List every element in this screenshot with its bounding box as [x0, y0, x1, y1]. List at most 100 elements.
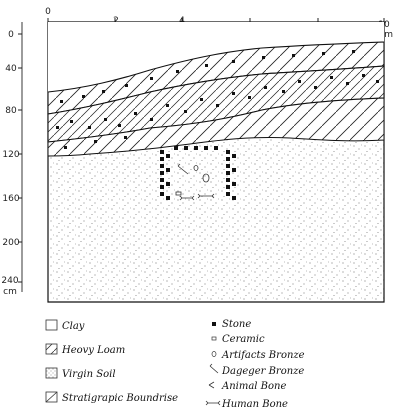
grave-wall-left: [160, 150, 170, 200]
stone-icon: [160, 157, 164, 161]
y-tick-label: 80: [5, 106, 17, 116]
legend-label: Artifacts Bronze: [221, 350, 305, 361]
legend-finds: Stone Ceramic Artifacts Bronze Dageger B…: [205, 319, 305, 410]
virgin-soil-swatch: [45, 367, 58, 379]
legend-item-ceramic: Ceramic: [211, 334, 265, 345]
human-bone-icon: [179, 195, 195, 201]
legend-label: Stratigrapic Boundrise: [62, 393, 178, 404]
legend-item-animal-bone: Animal Bone: [208, 381, 286, 392]
stone-icon: [166, 168, 170, 172]
stone-icon: [160, 171, 164, 175]
legend-label: Animal Bone: [221, 381, 286, 392]
stone-icon: [204, 146, 208, 150]
y-tick: 200: [2, 238, 22, 248]
legend-item-dagger-bronze: Dageger Bronze: [209, 363, 304, 377]
stone-icon: [64, 146, 67, 149]
stone-icon: [102, 90, 105, 93]
ceramic-icon: [175, 191, 182, 196]
stone-icon: [314, 86, 317, 89]
y-tick-label: 160: [2, 194, 19, 204]
stratigraphic-boundary-zone: [47, 97, 385, 157]
legend-materials: Clay Heovy Loam Virgin Soil Stratigrapic…: [45, 319, 178, 404]
y-tick: 240: [1, 276, 22, 286]
stone-icon: [166, 154, 170, 158]
grave-contents: [175, 163, 215, 201]
stone-icon: [282, 90, 285, 93]
stone-icon: [232, 92, 235, 95]
dagger-bronze-icon: [177, 163, 189, 175]
y-tick: 80: [5, 106, 22, 116]
x-axis-unit: m: [384, 30, 393, 40]
stone-icon: [176, 70, 179, 73]
ceramic-icon: [211, 336, 217, 341]
grave-wall-top: [174, 146, 218, 150]
stone-icon: [226, 185, 230, 189]
artifact-bronze-icon: [211, 351, 217, 357]
stone-icon: [56, 126, 59, 129]
ceramic-icon: [202, 173, 210, 183]
heavy-loam-swatch: [45, 343, 58, 355]
human-bone-icon: [205, 400, 221, 406]
stone-icon: [376, 80, 379, 83]
y-tick: 160: [2, 194, 22, 204]
legend-label: Ceramic: [222, 334, 265, 345]
stone-icon: [216, 104, 219, 107]
stone-icon: [214, 146, 218, 150]
stone-icon: [88, 126, 91, 129]
stone-icon: [232, 154, 236, 158]
y-axis: 0 40 80 120 160 200 240 cm: [1, 30, 22, 297]
legend-item-heavy-loam: Heovy Loam: [45, 343, 125, 356]
stone-icon: [352, 50, 355, 53]
animal-bone-icon: [208, 381, 215, 389]
stone-icon: [362, 74, 365, 77]
y-tick-label: 200: [2, 238, 19, 248]
y-tick: 40: [5, 64, 22, 74]
stone-icon: [166, 104, 169, 107]
legend-label: Virgin Soil: [62, 369, 116, 380]
stone-icon: [200, 98, 203, 101]
grave-pit: [160, 146, 236, 201]
stone-icon: [232, 60, 235, 63]
x-tick-label: 0: [45, 7, 51, 17]
stone-icon: [82, 95, 85, 98]
stone-icon: [292, 54, 295, 57]
stone-icon: [160, 178, 164, 182]
stone-icon: [104, 118, 107, 121]
stone-icon: [322, 52, 325, 55]
y-tick-label: 0: [8, 30, 14, 40]
y-tick: 0: [8, 30, 22, 40]
legend-label: Clay: [62, 321, 85, 332]
legend-label: Dageger Bronze: [221, 366, 304, 377]
stone-icon: [160, 185, 164, 189]
stone-icon: [124, 136, 127, 139]
stone-icon: [166, 196, 170, 200]
stone-icon: [226, 150, 230, 154]
stone-icon: [248, 96, 251, 99]
x-tick: 2: [113, 16, 119, 26]
stone-icon: [226, 171, 230, 175]
legend-item-stone: Stone: [212, 319, 251, 330]
x-tick-label: 4: [179, 16, 185, 26]
stone-icon: [232, 182, 236, 186]
y-tick-label: 240: [1, 276, 18, 286]
stone-icon: [160, 164, 164, 168]
stone-icon: [226, 178, 230, 182]
stone-icon: [174, 146, 178, 150]
stone-icon: [212, 322, 216, 326]
x-tick: 4: [179, 16, 185, 26]
stone-icon: [160, 192, 164, 196]
stone-icon: [150, 77, 153, 80]
stone-icon: [264, 86, 267, 89]
stone-icon: [262, 56, 265, 59]
stone-icon: [232, 168, 236, 172]
stone-icon: [184, 110, 187, 113]
legend-label: Heovy Loam: [61, 345, 125, 356]
legend-item-virgin-soil: Virgin Soil: [45, 367, 116, 380]
stone-icon: [298, 80, 301, 83]
stone-icon: [226, 164, 230, 168]
clay-layer: [48, 22, 384, 92]
legend-item-artifacts-bronze: Artifacts Bronze: [211, 350, 305, 361]
stone-icon: [346, 82, 349, 85]
stone-icon: [160, 150, 164, 154]
